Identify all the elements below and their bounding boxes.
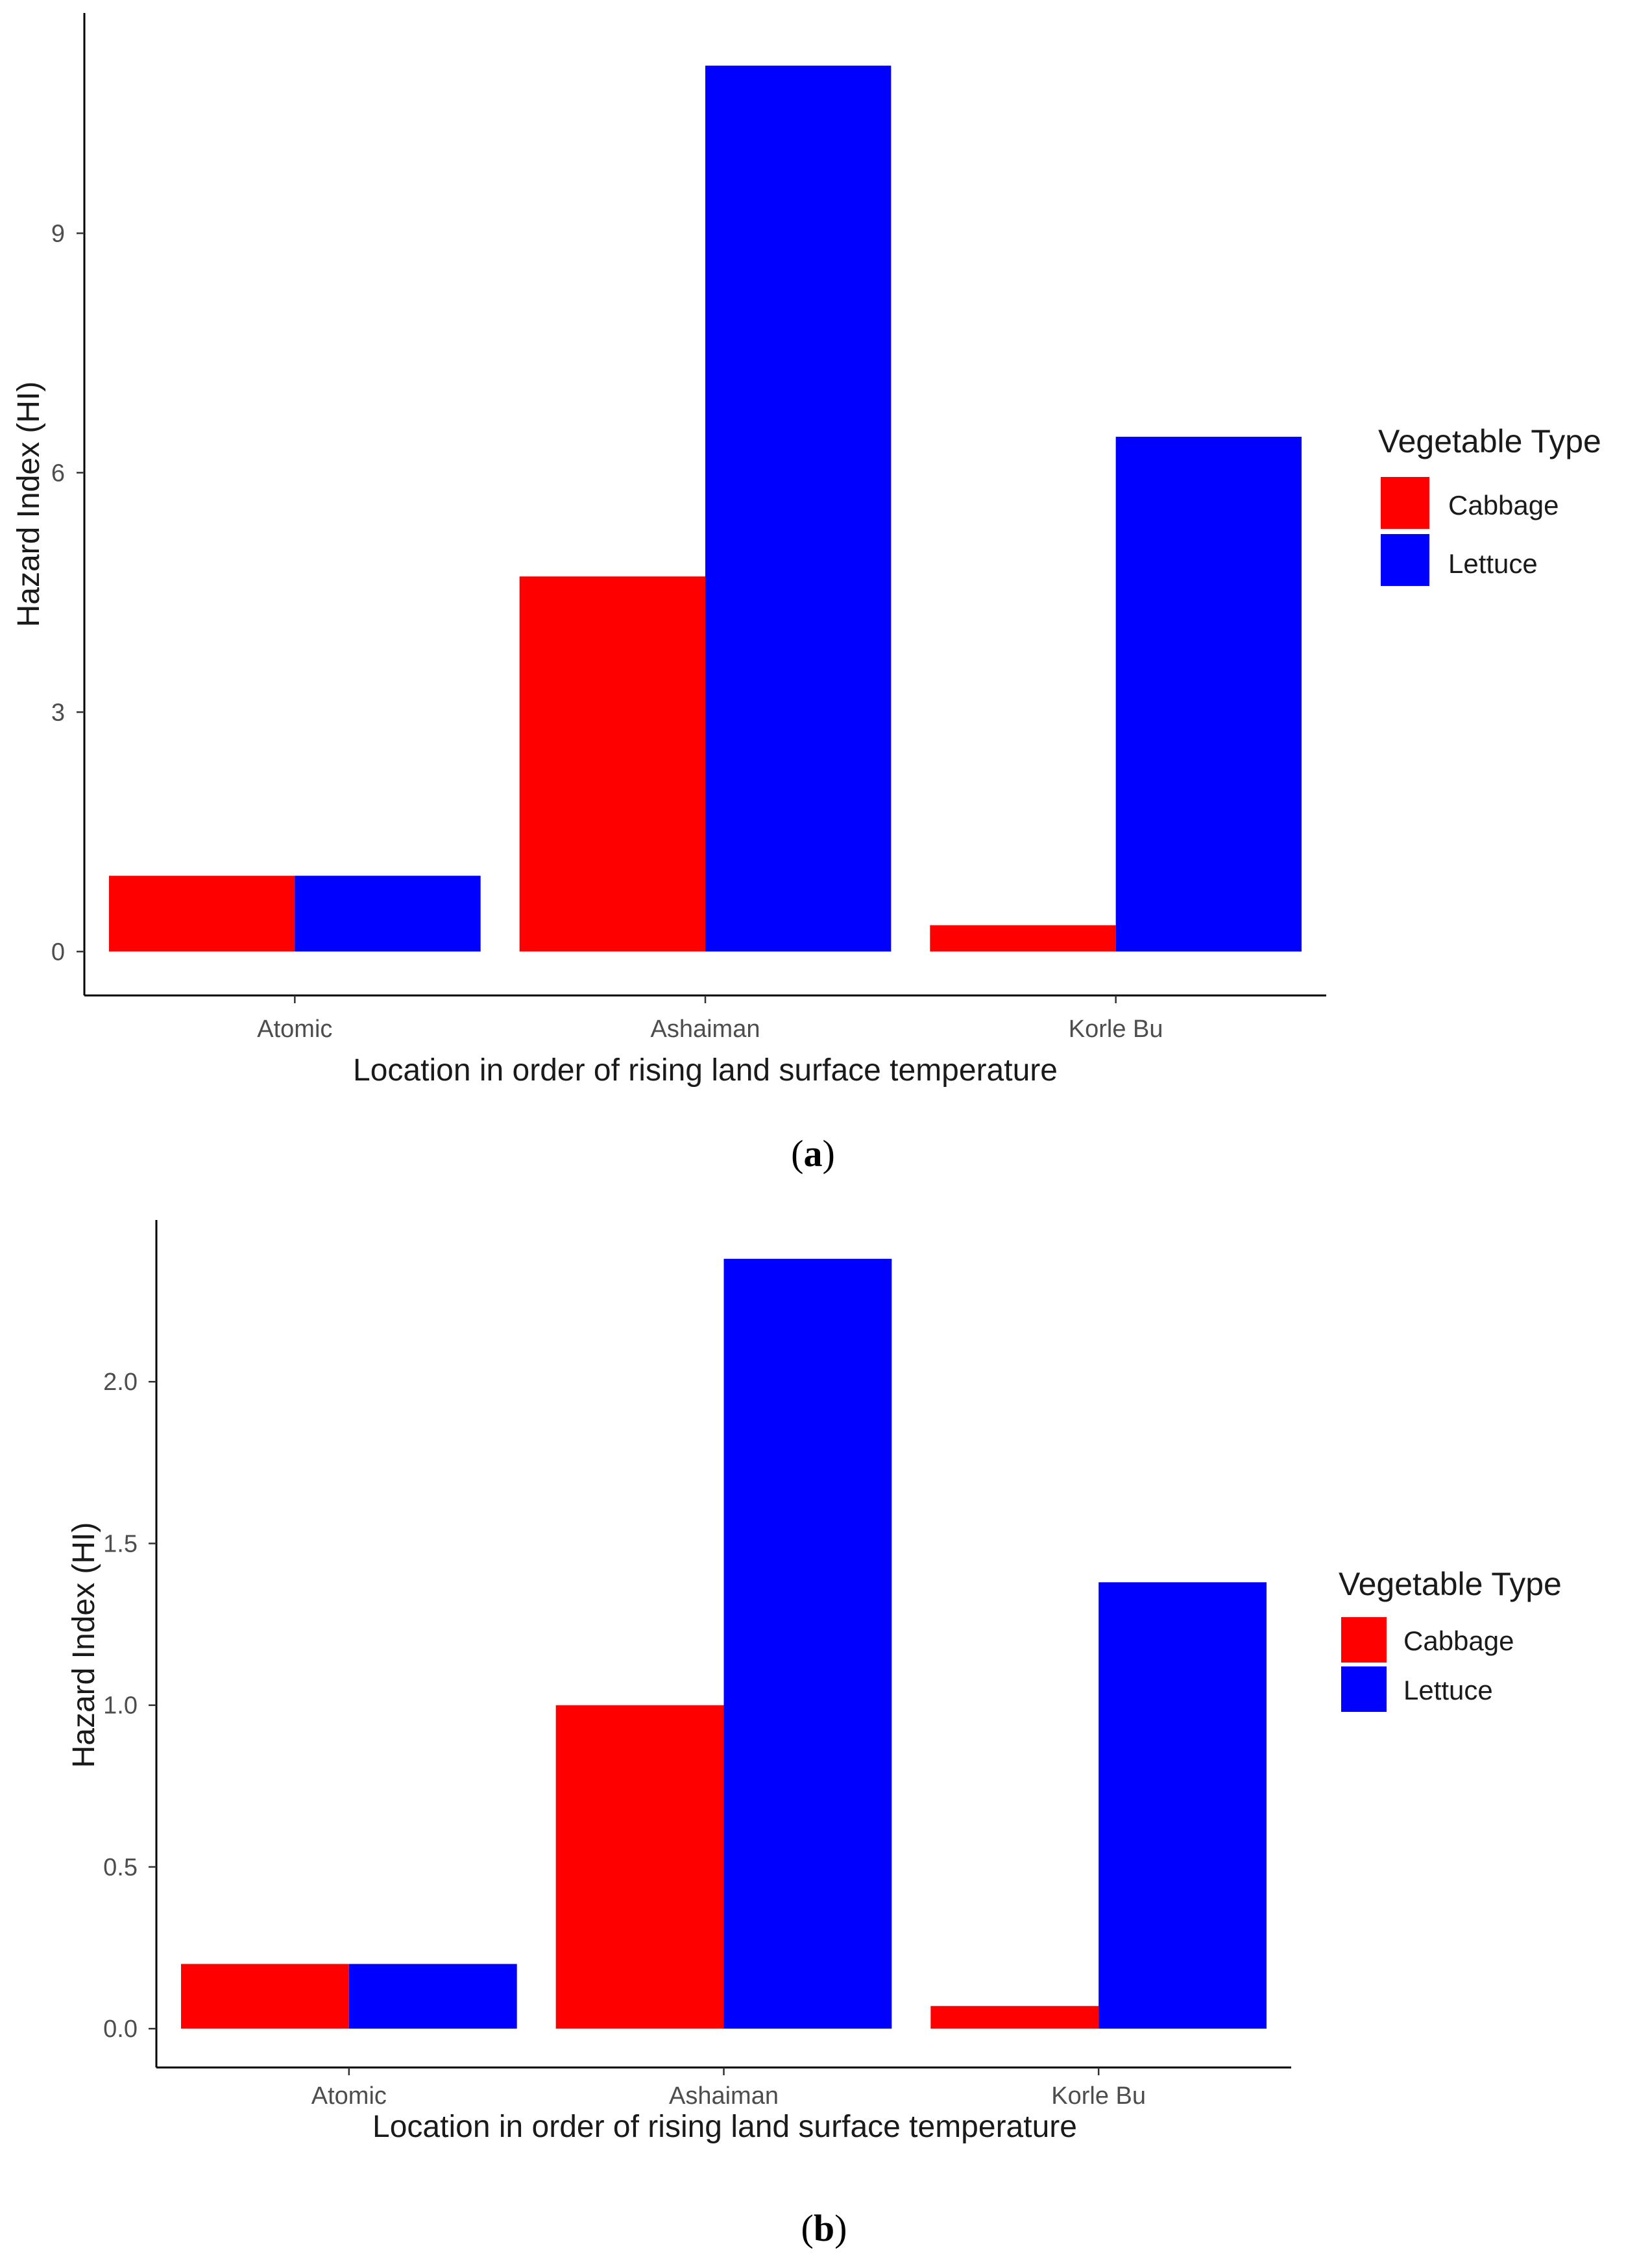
legend-swatch-lettuce — [1341, 1666, 1387, 1712]
legend-swatch-lettuce — [1381, 534, 1429, 586]
caption-a-letter: a — [804, 1132, 823, 1175]
bars-group — [109, 66, 1302, 952]
x-tick-label: Ashaiman — [669, 2082, 779, 2110]
y-tick-label: 6 — [51, 459, 65, 487]
legend-title: Vegetable Type — [1339, 1566, 1562, 1602]
bar-lettuce-ashaiman — [705, 66, 892, 952]
legend-swatch-cabbage — [1381, 477, 1429, 529]
x-axis-title: Location in order of rising land surface… — [372, 2110, 1077, 2144]
x-axis-title: Location in order of rising land surface… — [353, 1053, 1058, 1088]
y-tick-label: 1.5 — [103, 1530, 138, 1557]
x-tick-label: Ashaiman — [651, 1016, 760, 1043]
legend-swatch-cabbage — [1341, 1617, 1387, 1663]
x-ticks-group: Atomic Ashaiman Korle Bu — [257, 995, 1163, 1043]
y-axis-title: Hazard Index (HI) — [12, 382, 46, 628]
caption-a: (a) — [791, 1132, 835, 1175]
bar-lettuce-atomic — [295, 875, 481, 952]
y-tick-label: 0.0 — [103, 2016, 138, 2043]
x-ticks-group: Atomic Ashaiman Korle Bu — [311, 2067, 1146, 2110]
caption-b: (b) — [801, 2207, 847, 2249]
bars-group — [181, 1258, 1267, 2029]
y-tick-label: 2.0 — [103, 1369, 138, 1396]
legend-label-lettuce: Lettuce — [1448, 548, 1538, 579]
bar-lettuce-korle-bu — [1115, 437, 1302, 952]
legend-title: Vegetable Type — [1378, 423, 1601, 459]
caption-b-letter: b — [814, 2207, 834, 2249]
y-ticks-group: 0.0 0.5 1.0 1.5 2.0 — [103, 1369, 156, 2043]
legend: Vegetable Type Cabbage Lettuce — [1339, 1566, 1562, 1712]
legend-label-cabbage: Cabbage — [1448, 490, 1559, 520]
bar-lettuce-ashaiman — [723, 1258, 892, 2029]
bar-cabbage-ashaiman — [555, 1705, 724, 2029]
y-axis-title: Hazard Index (HI) — [67, 1522, 101, 1768]
y-tick-label: 0 — [51, 938, 65, 966]
x-tick-label: Atomic — [311, 2082, 387, 2110]
x-tick-label: Korle Bu — [1069, 1016, 1163, 1043]
bar-lettuce-atomic — [348, 1964, 517, 2029]
x-tick-label: Korle Bu — [1051, 2082, 1146, 2110]
y-tick-label: 1.0 — [103, 1692, 138, 1720]
chart-panel-b: 0.0 0.5 1.0 1.5 2.0 Atomic Ashaiman Korle Bu L… — [67, 1220, 1562, 2249]
y-tick-label: 3 — [51, 699, 65, 726]
bar-cabbage-ashaiman — [519, 576, 705, 952]
x-tick-label: Atomic — [257, 1016, 332, 1043]
legend: Vegetable Type Cabbage Lettuce — [1378, 423, 1601, 586]
y-tick-label: 0.5 — [103, 1854, 138, 1881]
y-tick-label: 9 — [51, 220, 65, 247]
bar-cabbage-atomic — [109, 875, 295, 952]
y-ticks-group: 0 3 6 9 — [51, 220, 84, 966]
legend-label-lettuce: Lettuce — [1403, 1675, 1493, 1705]
bar-cabbage-atomic — [181, 1964, 349, 2029]
legend-label-cabbage: Cabbage — [1403, 1626, 1514, 1656]
bar-cabbage-korle-bu — [930, 925, 1116, 952]
chart-panel-a: 0 3 6 9 Atomic Ashaiman Korle Bu Location in … — [12, 13, 1601, 1175]
bar-cabbage-korle-bu — [930, 2006, 1099, 2029]
bar-lettuce-korle-bu — [1098, 1582, 1267, 2029]
